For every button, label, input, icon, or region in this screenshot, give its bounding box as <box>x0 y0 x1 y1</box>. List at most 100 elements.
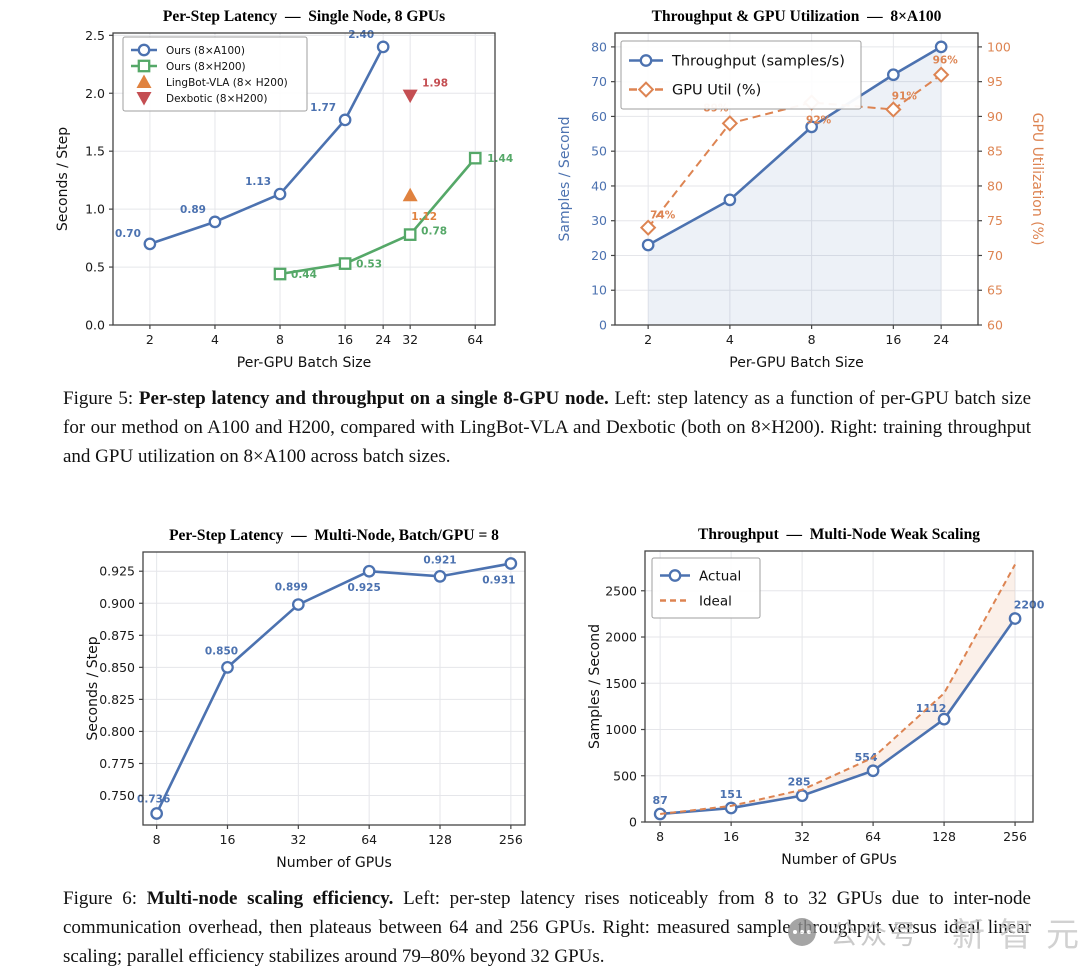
svg-text:8: 8 <box>656 829 664 844</box>
svg-text:16: 16 <box>337 332 353 347</box>
svg-text:8: 8 <box>153 832 161 847</box>
svg-text:4: 4 <box>726 332 734 347</box>
svg-text:Per-GPU Batch Size: Per-GPU Batch Size <box>729 355 863 371</box>
svg-text:65: 65 <box>987 283 1003 298</box>
svg-text:8: 8 <box>276 332 284 347</box>
chart-per-step-latency-single-node: 0.70 0.89 1.13 1.77 2.40 0.44 0.53 0.78 1.44 1.12… <box>55 5 520 385</box>
svg-text:1.13: 1.13 <box>245 176 271 188</box>
svg-text:Ours (8×H200): Ours (8×H200) <box>166 61 246 73</box>
svg-text:0: 0 <box>629 815 637 830</box>
svg-text:1.98: 1.98 <box>422 78 448 90</box>
svg-text:151: 151 <box>720 788 743 801</box>
svg-text:Ours (8×A100): Ours (8×A100) <box>166 45 245 57</box>
svg-text:Per-Step Latency — Multi-Nod: Per-Step Latency — Multi-Node, Batch/GPU… <box>169 527 499 544</box>
svg-text:1000: 1000 <box>605 722 637 737</box>
svg-text:0.899: 0.899 <box>275 582 308 594</box>
svg-text:1500: 1500 <box>605 676 637 691</box>
svg-text:0.875: 0.875 <box>99 628 135 643</box>
svg-text:GPU Utilization (%): GPU Utilization (%) <box>1029 113 1045 246</box>
svg-text:0: 0 <box>599 318 607 333</box>
svg-text:32: 32 <box>290 832 306 847</box>
svg-text:1.0: 1.0 <box>85 202 105 217</box>
svg-text:0.850: 0.850 <box>205 645 238 657</box>
svg-text:32: 32 <box>794 829 810 844</box>
svg-text:0.736: 0.736 <box>137 793 170 805</box>
svg-text:Per-Step Latency — Single No: Per-Step Latency — Single Node, 8 GPUs <box>163 8 445 25</box>
svg-text:2000: 2000 <box>605 630 637 645</box>
figure6-caption-bold: Multi-node scaling efficiency. <box>146 888 394 909</box>
svg-text:GPU Util (%): GPU Util (%) <box>672 83 761 99</box>
svg-text:24: 24 <box>375 332 391 347</box>
svg-text:500: 500 <box>613 768 637 783</box>
svg-text:96%: 96% <box>933 55 959 67</box>
svg-text:1.12: 1.12 <box>411 211 437 223</box>
svg-text:75: 75 <box>987 213 1003 228</box>
svg-text:0.78: 0.78 <box>421 226 447 238</box>
svg-text:LingBot-VLA (8× H200): LingBot-VLA (8× H200) <box>166 77 288 89</box>
svg-text:64: 64 <box>865 829 881 844</box>
svg-text:2500: 2500 <box>605 583 637 598</box>
svg-text:87: 87 <box>652 794 667 807</box>
svg-text:92%: 92% <box>806 115 832 127</box>
svg-text:40: 40 <box>591 178 607 193</box>
svg-text:0.921: 0.921 <box>423 554 456 566</box>
svg-text:0.44: 0.44 <box>291 269 317 281</box>
svg-text:0.931: 0.931 <box>482 575 515 587</box>
svg-text:20: 20 <box>591 248 607 263</box>
svg-text:30: 30 <box>591 213 607 228</box>
svg-text:0.850: 0.850 <box>99 660 135 675</box>
svg-text:Actual: Actual <box>699 568 741 584</box>
svg-text:0.825: 0.825 <box>99 692 135 707</box>
svg-text:60: 60 <box>987 318 1003 333</box>
svg-text:Seconds / Step: Seconds / Step <box>55 127 71 231</box>
svg-text:256: 256 <box>1003 829 1027 844</box>
figure6-label: Figure 6: <box>63 888 147 909</box>
svg-text:554: 554 <box>855 751 878 764</box>
svg-text:Per-GPU Batch Size: Per-GPU Batch Size <box>237 355 371 371</box>
svg-text:80: 80 <box>987 178 1003 193</box>
svg-text:Samples / Second: Samples / Second <box>557 117 573 242</box>
svg-text:0.750: 0.750 <box>99 788 135 803</box>
svg-text:0.925: 0.925 <box>99 564 135 579</box>
figure5-label: Figure 5: <box>63 388 139 409</box>
svg-text:128: 128 <box>428 832 452 847</box>
svg-text:Throughput & GPU Utilization: Throughput & GPU Utilization — 8×A100 <box>652 8 942 25</box>
svg-text:0.0: 0.0 <box>85 318 105 333</box>
svg-text:4: 4 <box>211 332 219 347</box>
chart-throughput-weak-scaling: 87 151 285 554 1112 2200 8 16 32 64 128 256 0 500 1000… <box>548 515 1080 887</box>
svg-text:0.5: 0.5 <box>85 260 105 275</box>
svg-text:8: 8 <box>808 332 816 347</box>
chart-per-step-latency-multi-node: 0.736 0.850 0.899 0.925 0.921 0.931 8 16 32 64 128… <box>55 515 530 890</box>
svg-text:64: 64 <box>467 332 483 347</box>
figure5-caption: Figure 5: Per-step latency and throughpu… <box>63 384 1031 471</box>
svg-text:Dexbotic (8×H200): Dexbotic (8×H200) <box>166 93 267 105</box>
svg-text:0.775: 0.775 <box>99 756 135 771</box>
figure5-caption-bold: Per-step latency and throughput on a sin… <box>138 388 609 409</box>
svg-text:80: 80 <box>591 39 607 54</box>
svg-text:100: 100 <box>987 39 1011 54</box>
svg-text:70: 70 <box>987 248 1003 263</box>
svg-text:90: 90 <box>987 109 1003 124</box>
svg-text:2.0: 2.0 <box>85 86 105 101</box>
svg-text:0.53: 0.53 <box>356 259 382 271</box>
svg-text:1.5: 1.5 <box>85 144 105 159</box>
svg-text:285: 285 <box>788 776 811 789</box>
svg-text:50: 50 <box>591 144 607 159</box>
svg-text:256: 256 <box>499 832 523 847</box>
svg-text:85: 85 <box>987 144 1003 159</box>
svg-text:2.40: 2.40 <box>348 29 374 41</box>
svg-text:24: 24 <box>933 332 949 347</box>
figure6-caption: Figure 6: Multi-node scaling efficiency.… <box>63 884 1031 971</box>
svg-text:32: 32 <box>402 332 418 347</box>
svg-text:74%: 74% <box>650 210 676 222</box>
svg-text:64: 64 <box>361 832 377 847</box>
svg-text:0.925: 0.925 <box>348 582 381 594</box>
svg-text:Throughput — Multi-Node Weak: Throughput — Multi-Node Weak Scaling <box>698 526 980 543</box>
svg-text:1.77: 1.77 <box>310 102 336 114</box>
svg-text:Number of GPUs: Number of GPUs <box>276 855 391 871</box>
svg-text:Number of GPUs: Number of GPUs <box>781 852 896 868</box>
svg-text:60: 60 <box>591 109 607 124</box>
svg-text:Ideal: Ideal <box>699 593 732 609</box>
svg-text:Throughput (samples/s): Throughput (samples/s) <box>671 54 845 70</box>
